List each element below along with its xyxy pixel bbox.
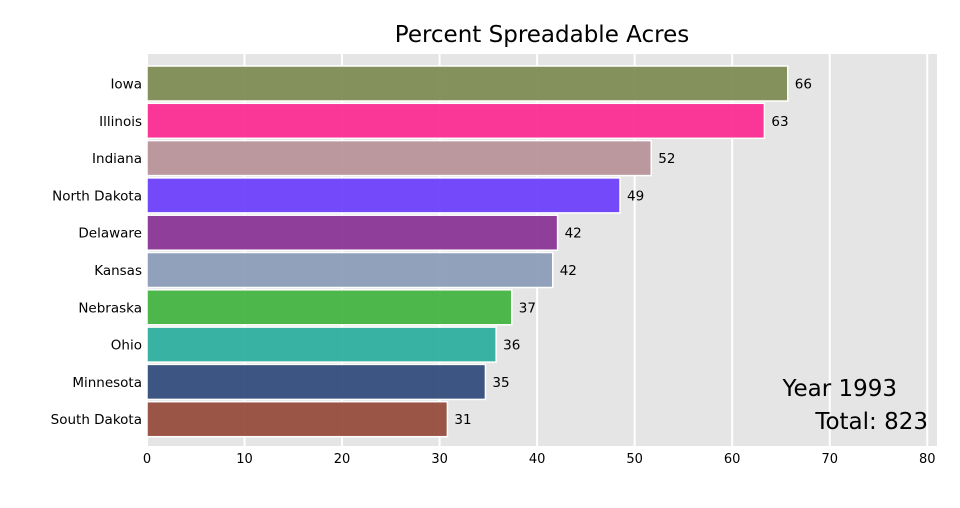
x-tick-label: 80	[919, 452, 936, 467]
category-label: North Dakota	[52, 188, 142, 204]
value-label: 42	[565, 226, 582, 242]
x-tick-label: 10	[236, 452, 253, 467]
x-tick-label: 70	[821, 452, 838, 467]
year-annotation: Year 1993	[781, 376, 897, 402]
value-label: 37	[519, 300, 536, 316]
value-label: 66	[795, 77, 812, 93]
value-label: 49	[627, 188, 644, 204]
category-label: Ohio	[111, 338, 142, 354]
bar-delaware	[146, 214, 559, 251]
x-tick-label: 60	[724, 452, 741, 467]
bar-iowa	[146, 65, 789, 102]
category-label: Minnesota	[72, 375, 142, 391]
bar-illinois	[146, 102, 766, 140]
total-annotation: Total: 823	[814, 409, 928, 435]
bar-north-dakota	[146, 177, 621, 214]
x-tick-label: 30	[431, 452, 448, 467]
bar-minnesota	[146, 363, 487, 401]
category-label: Kansas	[94, 263, 142, 279]
value-label: 63	[771, 114, 788, 130]
bar-south-dakota	[146, 400, 449, 438]
category-label: Delaware	[78, 226, 142, 242]
category-label: South Dakota	[51, 412, 142, 428]
category-label: Indiana	[92, 151, 142, 167]
value-label: 36	[503, 338, 520, 354]
value-label: 35	[492, 375, 509, 391]
bar-ohio	[146, 326, 497, 363]
value-label: 42	[560, 263, 577, 279]
bar-indiana	[146, 139, 652, 177]
chart-title: Percent Spreadable Acres	[395, 22, 689, 48]
x-tick-label: 50	[626, 452, 643, 467]
bar-nebraska	[146, 289, 513, 326]
x-tick-label: 0	[143, 452, 151, 467]
category-label: Illinois	[99, 114, 142, 130]
x-tick-label: 40	[529, 452, 546, 467]
x-tick-label: 20	[334, 452, 351, 467]
category-label: Nebraska	[78, 300, 142, 316]
value-label: 52	[658, 151, 675, 167]
bar-kansas	[146, 251, 554, 289]
value-label: 31	[454, 412, 471, 428]
category-label: Iowa	[110, 77, 142, 93]
